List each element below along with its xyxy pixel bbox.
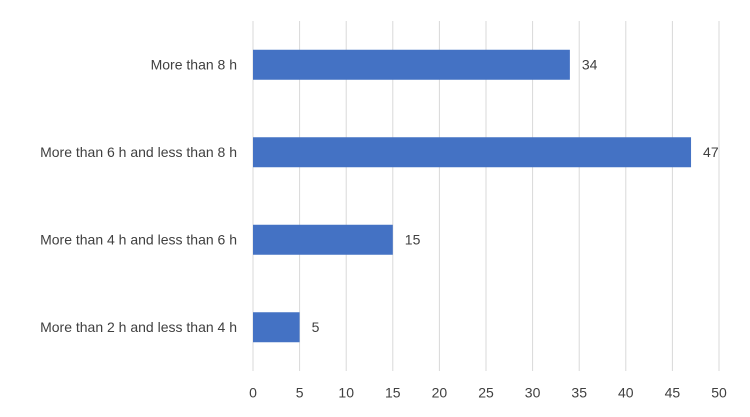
data-label: 15 bbox=[405, 231, 421, 247]
x-tick-label: 50 bbox=[711, 385, 727, 401]
x-tick-label: 10 bbox=[338, 385, 354, 401]
x-tick-label: 25 bbox=[478, 385, 494, 401]
y-tick-label: More than 4 h and less than 6 h bbox=[40, 231, 237, 247]
x-tick-label: 5 bbox=[296, 385, 304, 401]
data-label: 5 bbox=[312, 319, 320, 335]
x-tick-label: 0 bbox=[249, 385, 257, 401]
x-tick-label: 20 bbox=[432, 385, 448, 401]
x-tick-label: 30 bbox=[525, 385, 541, 401]
x-tick-label: 15 bbox=[385, 385, 401, 401]
x-tick-label: 40 bbox=[618, 385, 634, 401]
bar bbox=[253, 137, 692, 168]
bar bbox=[253, 49, 570, 80]
y-tick-label: More than 2 h and less than 4 h bbox=[40, 319, 237, 335]
x-tick-label: 45 bbox=[665, 385, 681, 401]
bar bbox=[253, 224, 393, 255]
x-tick-label: 35 bbox=[571, 385, 587, 401]
y-tick-label: More than 8 h bbox=[151, 56, 237, 72]
bar bbox=[253, 312, 300, 343]
y-tick-label: More than 6 h and less than 8 h bbox=[40, 144, 237, 160]
data-label: 47 bbox=[703, 144, 719, 160]
data-label: 34 bbox=[582, 56, 598, 72]
